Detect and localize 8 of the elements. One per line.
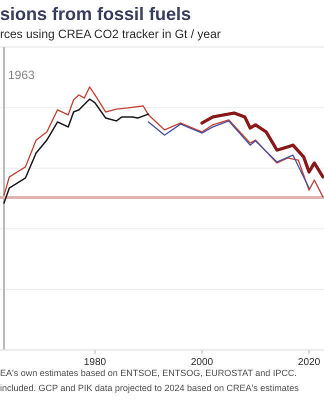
chart-subtitle: rces using CREA CO2 tracker in Gt / year [0, 27, 221, 41]
x-tick-label: 2020 [298, 357, 321, 368]
x-tick-label: 2000 [190, 357, 214, 368]
text: EA's own estimates based on ENTSOE, ENTSOG, EUROSTAT and IPCC. [0, 368, 297, 378]
ref-line-label: 1963 [8, 68, 36, 82]
text: included. GCP and PIK data projected to 2024 based on CREA's estimates [0, 383, 300, 393]
x-tick-label: 1980 [84, 357, 107, 368]
chart-title: sions from fossil fuels [0, 4, 192, 24]
